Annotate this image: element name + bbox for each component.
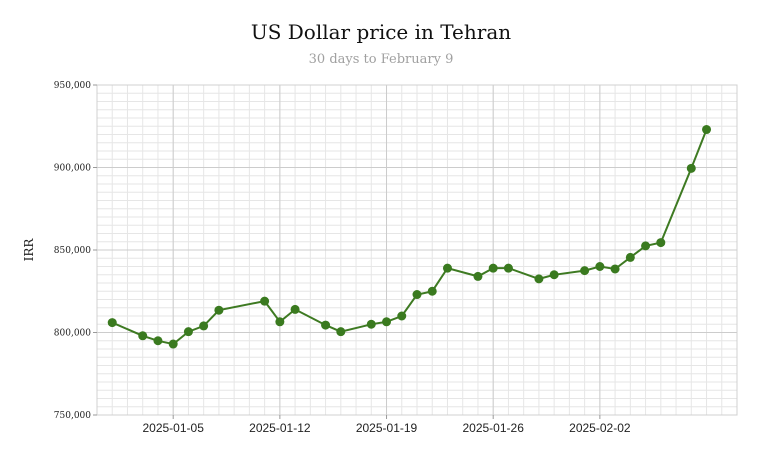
chart-subtitle: 30 days to February 9 (308, 52, 454, 67)
series-markers (107, 125, 712, 349)
y-tick-label: 750,000 (54, 411, 91, 421)
data-point (366, 319, 376, 329)
data-point (321, 320, 331, 330)
data-point (275, 317, 285, 327)
data-point (549, 270, 559, 280)
data-point (686, 163, 696, 173)
y-tick-label: 850,000 (54, 246, 91, 256)
data-point (442, 263, 452, 273)
x-tick-label: 2025-01-26 (462, 421, 524, 435)
data-point (503, 263, 513, 273)
data-point (412, 290, 422, 300)
data-point (168, 339, 178, 349)
data-point (260, 296, 270, 306)
y-tick-label: 950,000 (54, 81, 91, 91)
data-point (199, 321, 209, 331)
y-axis: 750,000 800,000 850,000 900,000 950,000 (54, 81, 97, 421)
data-point (641, 241, 651, 251)
data-point (625, 252, 635, 262)
x-tick-label: 2025-01-19 (356, 421, 418, 435)
x-axis: 2025-01-05 2025-01-12 2025-01-19 2025-01-26… (142, 415, 631, 435)
y-axis-label: IRR (22, 238, 36, 262)
data-point (473, 271, 483, 281)
data-point (183, 327, 193, 337)
data-point (107, 318, 117, 328)
data-point (382, 317, 392, 327)
x-tick-label: 2025-02-02 (569, 421, 631, 435)
data-point (153, 336, 163, 346)
data-point (580, 266, 590, 276)
data-point (595, 262, 605, 271)
chart-title: US Dollar price in Tehran (250, 20, 512, 44)
x-tick-label: 2025-01-12 (249, 421, 311, 435)
data-point (488, 263, 498, 273)
data-point (427, 286, 437, 296)
series-line (111, 129, 708, 346)
data-point (656, 238, 666, 248)
data-point (397, 311, 407, 321)
data-point (290, 304, 300, 314)
data-point (534, 274, 544, 284)
data-point (138, 331, 148, 341)
y-tick-label: 800,000 (54, 329, 91, 339)
data-point (336, 327, 346, 337)
data-point (702, 125, 712, 135)
data-point (214, 305, 224, 315)
data-point (610, 264, 620, 274)
x-tick-label: 2025-01-05 (142, 421, 204, 435)
y-tick-label: 900,000 (54, 164, 91, 174)
